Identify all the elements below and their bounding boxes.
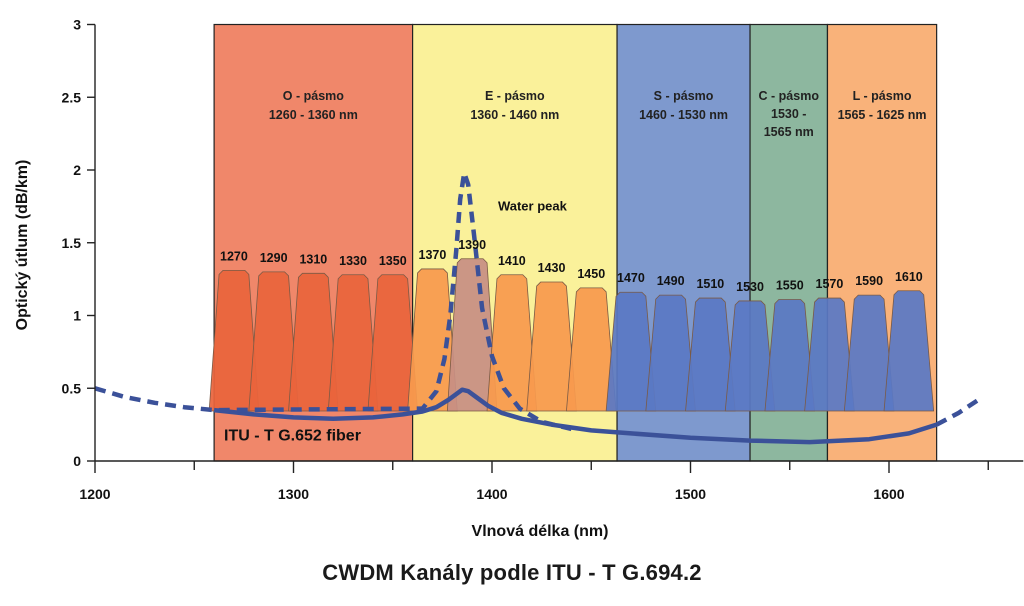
channel-1610 [883, 290, 935, 412]
band-range-label: 1360 - 1460 nm [470, 108, 559, 122]
x-tick-label: 1400 [476, 486, 507, 502]
channels-layer [208, 258, 935, 412]
band-name-label: L - pásmo [853, 89, 912, 103]
channel-label: 1410 [498, 254, 526, 268]
band-range-label: 1260 - 1360 nm [269, 108, 358, 122]
channel-label: 1270 [220, 249, 248, 263]
band-name-label: S - pásmo [654, 89, 714, 103]
band-range-label: 1565 nm [764, 125, 814, 139]
y-tick-label: 3 [73, 17, 81, 33]
y-tick-label: 0 [73, 453, 81, 469]
x-tick-label: 1500 [675, 486, 706, 502]
x-tick-label: 1200 [79, 486, 110, 502]
y-tick-label: 1.5 [62, 235, 82, 251]
axes-layer: 0 0.5 1 1.5 2 2.5 3 1200 1300 1400 1500 1600 [62, 17, 1024, 502]
channel-label: 1490 [657, 274, 685, 288]
y-tick-label: 1 [73, 308, 81, 324]
channel-label: 1290 [260, 251, 288, 265]
band-name-label: E - pásmo [485, 89, 545, 103]
channel-label: 1330 [339, 254, 367, 268]
band-name-label: O - pásmo [283, 89, 344, 103]
channel-label: 1450 [577, 267, 605, 281]
band-range-label: 1565 - 1625 nm [838, 108, 927, 122]
y-tick-label: 2.5 [62, 89, 82, 105]
channel-label: 1430 [538, 261, 566, 275]
channel-label: 1310 [299, 252, 327, 266]
channel-label: 1530 [736, 280, 764, 294]
chart-caption: CWDM Kanály podle ITU - T G.694.2 [322, 560, 702, 585]
x-tick-label: 1300 [278, 486, 309, 502]
channel-label: 1570 [816, 277, 844, 291]
y-tick-label: 0.5 [62, 380, 82, 396]
y-axis-label: Optický útlum (dB/km) [14, 160, 31, 331]
channel-label: 1350 [379, 254, 407, 268]
labels-layer: O - pásmo 1260 - 1360 nm E - pásmo 1360 - 1… [220, 89, 926, 445]
fiber-attenuation-curve [213, 387, 938, 445]
water-peak-annotation: Water peak [498, 199, 568, 214]
x-axis-label: Vlnová délka (nm) [472, 523, 609, 540]
band-range-label: 1530 - [771, 107, 806, 121]
channel-label: 1590 [855, 274, 883, 288]
channel-label: 1370 [419, 248, 447, 262]
y-tick-label: 2 [73, 162, 81, 178]
band-range-label: 1460 - 1530 nm [639, 108, 728, 122]
curves-layer [94, 170, 980, 445]
fiber-type-annotation: ITU - T G.652 fiber [224, 428, 361, 445]
band-name-label: C - pásmo [759, 89, 820, 103]
channel-label: 1550 [776, 278, 804, 292]
dashed-curve-3 [935, 398, 980, 427]
channel-label: 1610 [895, 270, 923, 284]
x-tick-label: 1600 [873, 486, 904, 502]
channel-label: 1470 [617, 271, 645, 285]
dashed-curve-2 [94, 170, 572, 432]
channel-label: 1390 [458, 238, 486, 252]
channel-label: 1510 [696, 277, 724, 291]
